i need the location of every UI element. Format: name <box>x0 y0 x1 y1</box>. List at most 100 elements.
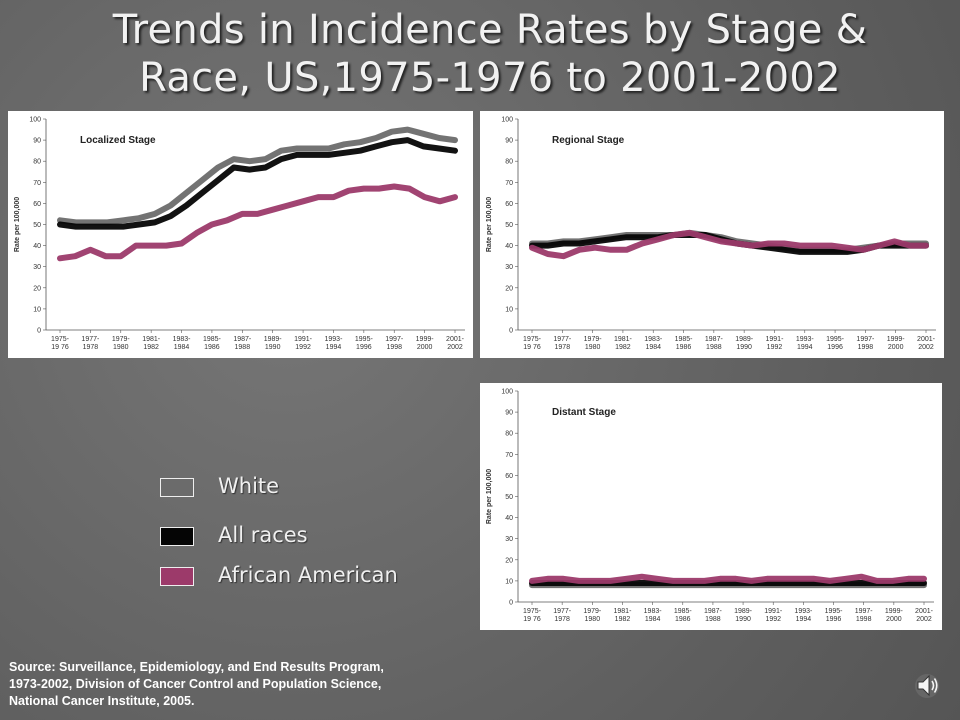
x-tick-label: 1987- <box>233 336 252 343</box>
x-tick-label: 1984 <box>645 616 661 623</box>
x-tick-label: 2001- <box>917 336 936 343</box>
x-tick-label: 1990 <box>735 616 751 623</box>
series-line-african-american <box>57 183 458 262</box>
panel-title: Distant Stage <box>552 407 616 418</box>
x-tick-label: 1984 <box>174 344 190 351</box>
x-tick-label: 2002 <box>447 344 463 351</box>
x-tick-label: 1997- <box>385 336 404 343</box>
y-tick-label: 50 <box>33 222 41 229</box>
x-tick-label: 1983- <box>173 336 192 343</box>
y-tick-label: 50 <box>505 222 513 229</box>
x-tick-label: 1980 <box>585 616 601 623</box>
y-tick-label: 40 <box>33 243 41 250</box>
legend-swatch-african-american <box>160 567 194 586</box>
y-axis-label: Rate per 100,000 <box>14 197 21 252</box>
y-tick-label: 60 <box>505 473 513 480</box>
x-tick-label: 1977- <box>553 608 572 615</box>
distant-stage-chart: 0 10 20 30 40 50 60 70 80 90 100 Rate per 100,000 19… <box>480 383 942 630</box>
x-tick-label: 1985- <box>675 336 694 343</box>
x-tick-label: 1978 <box>83 344 99 351</box>
y-tick-label: 90 <box>505 410 513 417</box>
x-tick-label: 19 76 <box>523 616 541 623</box>
x-tick-label: 1987- <box>704 608 723 615</box>
y-tick-label: 40 <box>505 515 513 522</box>
y-tick-label: 100 <box>29 117 41 124</box>
x-tick-label: 1996 <box>827 344 843 351</box>
chart-svg: 0 10 20 30 40 50 60 70 80 90 100 Rate per 100,000 19… <box>486 389 934 623</box>
y-tick-label: 0 <box>37 328 41 335</box>
y-tick-label: 0 <box>509 600 513 607</box>
legend: White All races African American <box>160 474 460 598</box>
x-tick-label: 1995- <box>826 336 845 343</box>
x-tick-label: 2000 <box>888 344 904 351</box>
y-tick-label: 60 <box>33 201 41 208</box>
y-tick-label: 80 <box>505 159 513 166</box>
x-tick-label: 1986 <box>676 344 692 351</box>
x-tick-label: 1979- <box>583 608 602 615</box>
x-tick-label: 1988 <box>706 344 722 351</box>
x-tick-label: 1981- <box>142 336 161 343</box>
source-line3: National Cancer Institute, 2005. <box>9 694 195 708</box>
x-tick-label: 1993- <box>796 336 815 343</box>
x-tick-label: 1994 <box>797 344 813 351</box>
x-tick-label: 1982 <box>615 616 631 623</box>
x-tick-label: 1978 <box>555 344 571 351</box>
regional-stage-chart: 0 10 20 30 40 50 60 70 80 90 100 Rate per 100,000 19… <box>480 111 944 358</box>
localized-stage-chart: 0 10 20 30 40 50 60 70 80 90 100 Rate per 100,000 19… <box>8 111 473 358</box>
x-tick-label: 1983- <box>644 336 663 343</box>
y-axis-label: Rate per 100,000 <box>486 197 493 252</box>
y-tick-label: 20 <box>33 285 41 292</box>
x-tick-label: 2000 <box>886 616 902 623</box>
x-tick-label: 2002 <box>916 616 932 623</box>
x-tick-label: 1992 <box>767 344 783 351</box>
x-tick-label: 1994 <box>326 344 342 351</box>
source-line2: 1973-2002, Division of Cancer Control an… <box>9 677 382 691</box>
x-tick-label: 1983- <box>644 608 663 615</box>
slide-title-line1: Trends in Incidence Rates by Stage & <box>112 7 868 53</box>
legend-label-white: White <box>218 474 280 498</box>
x-tick-label: 1981- <box>614 336 633 343</box>
x-tick-label: 1992 <box>295 344 311 351</box>
x-tick-label: 1996 <box>826 616 842 623</box>
x-tick-label: 1995- <box>355 336 374 343</box>
x-tick-label: 1980 <box>113 344 129 351</box>
series-line-african-american <box>529 573 927 584</box>
y-tick-label: 100 <box>501 389 513 396</box>
x-tick-label: 1977- <box>553 336 572 343</box>
x-tick-label: 1999- <box>885 608 904 615</box>
x-tick-label: 1981- <box>614 608 633 615</box>
y-tick-label: 20 <box>505 557 513 564</box>
x-tick-label: 1984 <box>645 344 661 351</box>
y-tick-label: 90 <box>33 138 41 145</box>
x-tick-label: 1991- <box>766 336 785 343</box>
x-tick-label: 1988 <box>705 616 721 623</box>
y-tick-label: 30 <box>33 264 41 271</box>
x-tick-label: 1986 <box>204 344 220 351</box>
x-tick-label: 1975- <box>523 336 542 343</box>
x-tick-label: 1977- <box>81 336 100 343</box>
series-line-all-races <box>57 137 458 230</box>
x-tick-label: 1997- <box>856 336 875 343</box>
x-tick-label: 1982 <box>143 344 159 351</box>
x-tick-label: 1994 <box>796 616 812 623</box>
y-tick-label: 20 <box>505 285 513 292</box>
x-tick-label: 1991- <box>764 608 783 615</box>
x-tick-label: 1980 <box>585 344 601 351</box>
x-tick-label: 2001- <box>915 608 934 615</box>
slide-title-line2: Race, US,1975-1976 to 2001-2002 <box>139 55 841 101</box>
series-line-african-american <box>529 229 929 260</box>
x-tick-label: 19 76 <box>523 344 541 351</box>
x-tick-label: 1990 <box>265 344 281 351</box>
source-note: Source: Surveillance, Epidemiology, and … <box>9 659 479 710</box>
y-tick-label: 10 <box>505 306 513 313</box>
legend-label-african-american: African American <box>218 563 398 587</box>
series-line-white <box>57 126 458 226</box>
y-tick-label: 30 <box>505 536 513 543</box>
x-tick-label: 1986 <box>675 616 691 623</box>
y-tick-label: 70 <box>33 180 41 187</box>
speaker-icon[interactable] <box>912 670 942 700</box>
y-tick-label: 60 <box>505 201 513 208</box>
source-line1: Source: Surveillance, Epidemiology, and … <box>9 660 384 674</box>
x-tick-label: 1979- <box>112 336 131 343</box>
x-tick-label: 1982 <box>615 344 631 351</box>
